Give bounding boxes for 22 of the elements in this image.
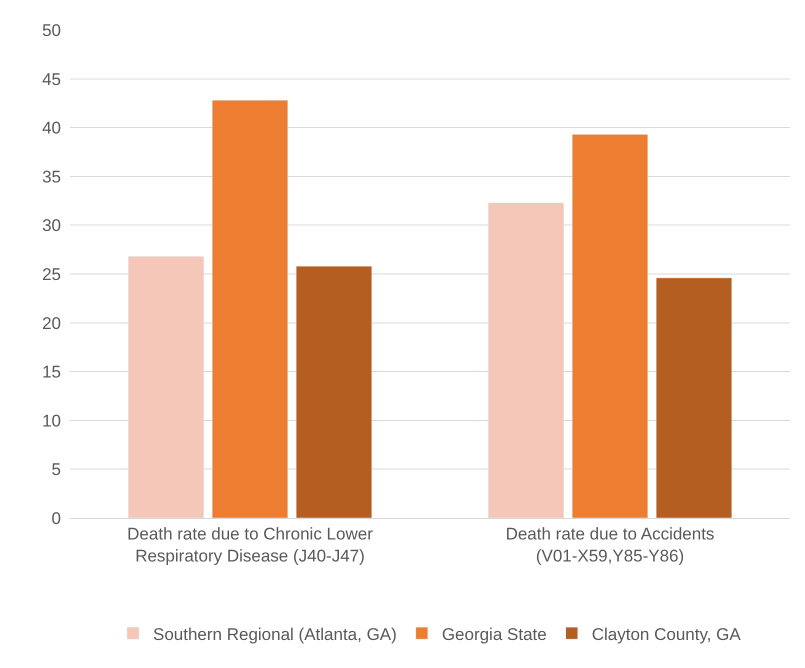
bar: [572, 134, 648, 518]
y-tick-label: 40: [42, 118, 61, 138]
y-tick-label: 20: [42, 314, 61, 333]
bar: [488, 202, 564, 518]
x-tick-label: Death rate due to Accidents (V01-X59,Y85-Y86): [506, 524, 714, 566]
y-tick-label: 0: [52, 508, 61, 528]
y-tick-label: 15: [42, 362, 61, 382]
bar: [212, 100, 288, 518]
bar: [656, 278, 732, 518]
legend-label: Georgia State: [442, 624, 547, 644]
legend-label: Southern Regional (Atlanta, GA): [153, 624, 397, 644]
bar: [296, 266, 372, 518]
x-tick-label: Death rate due to Chronic Lower Respiratory Disease (J40-J47): [127, 524, 374, 566]
legend-label: Clayton County, GA: [592, 624, 742, 644]
y-tick-label: 50: [42, 20, 61, 40]
y-tick-label: 45: [42, 70, 61, 89]
y-tick-label: 5: [52, 460, 61, 480]
y-tick-label: 25: [42, 264, 61, 284]
y-tick-label: 35: [42, 167, 61, 186]
y-tick-label: 10: [42, 411, 61, 430]
bar: [128, 256, 204, 518]
y-tick-label: 30: [42, 216, 61, 236]
